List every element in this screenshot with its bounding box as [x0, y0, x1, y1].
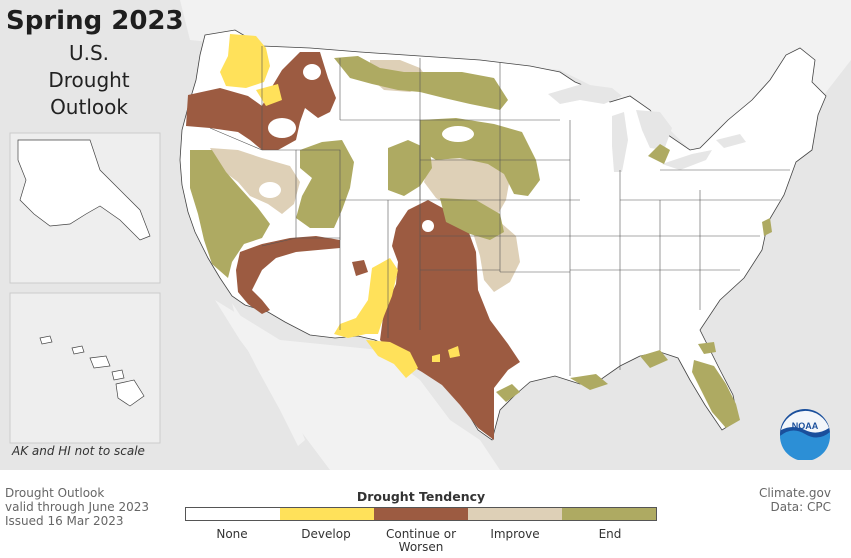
alaska-shape — [17, 139, 151, 241]
subtitle-line-2: Drought — [48, 68, 130, 92]
subtitle-line-3: Outlook — [50, 95, 128, 119]
footer-left-line-2: valid through June 2023 — [5, 500, 150, 514]
footer-right-line-2: Data: CPC — [770, 500, 831, 514]
canada-land — [180, 0, 851, 150]
legend-label-continue: Continue or Worsen — [385, 527, 457, 554]
lake-huron — [636, 110, 672, 150]
drought-continue-areas — [186, 52, 520, 440]
end-utah — [296, 140, 354, 228]
legend-label-end: End — [598, 527, 622, 541]
lake-michigan — [612, 112, 628, 172]
noaa-logo-text: NOAA — [792, 421, 819, 431]
no-drought-holes — [259, 64, 474, 232]
hawaii-islands — [39, 335, 145, 407]
lake-superior — [548, 84, 622, 104]
end-carolina — [698, 342, 716, 354]
drought-develop-areas — [220, 34, 460, 378]
legend-swatch-end — [562, 508, 656, 520]
map-panel: Spring 2023 U.S. Drought Outlook AK and … — [0, 0, 851, 470]
us-map — [9, 0, 851, 470]
develop-new-mexico — [334, 258, 398, 338]
footer: Drought Outlook valid through June 2023 … — [0, 470, 851, 558]
end-nevada — [190, 150, 270, 278]
baja-peninsula — [232, 303, 305, 446]
footer-right: Climate.gov Data: CPC — [759, 486, 831, 514]
map-subtitle: U.S. Drought Outlook — [40, 40, 138, 121]
footer-left-line-3: Issued 16 Mar 2023 — [5, 514, 124, 528]
mexico-land — [215, 300, 500, 470]
end-florida — [692, 360, 740, 428]
end-gulf — [640, 350, 668, 368]
noaa-logo-icon: NOAA — [780, 409, 830, 460]
hawaii-inset — [9, 292, 161, 444]
map-title: Spring 2023 — [6, 6, 184, 36]
continue-southern-plains — [380, 200, 520, 440]
legend-label-none: None — [216, 527, 248, 541]
improve-great-basin — [210, 148, 300, 214]
develop-west-texas — [366, 340, 418, 378]
subtitle-line-1: U.S. — [68, 41, 110, 65]
end-wyoming — [388, 140, 432, 196]
state-borders — [209, 46, 790, 376]
footer-right-line-1: Climate.gov — [758, 486, 831, 500]
develop-washington — [220, 34, 270, 88]
legend-title: Drought Tendency — [356, 489, 486, 504]
end-michigan — [648, 144, 670, 164]
end-texas-coast — [496, 384, 520, 402]
end-kansas — [440, 198, 504, 240]
end-virginia — [762, 218, 772, 236]
inset-scale-note: AK and HI not to scale — [12, 444, 145, 458]
lake-erie — [662, 150, 712, 170]
end-louisiana — [570, 374, 608, 390]
continue-new-mexico — [352, 260, 368, 276]
develop-texas-spot-2 — [432, 354, 440, 362]
legend-swatch-develop — [280, 508, 374, 520]
continue-northwest — [186, 52, 336, 150]
develop-idaho-strip — [256, 84, 282, 106]
legend-swatch-none — [186, 508, 280, 520]
legend-label-improve: Improve — [490, 527, 540, 541]
lake-ontario — [716, 134, 746, 148]
end-montana — [334, 56, 508, 110]
legend-swatch-improve — [468, 508, 562, 520]
legend-bar — [185, 507, 657, 521]
legend-swatch-continue — [374, 508, 468, 520]
legend-label-develop: Develop — [301, 527, 351, 541]
develop-texas-spot — [448, 346, 460, 358]
footer-left: Drought Outlook valid through June 2023 … — [5, 486, 149, 528]
continue-southwest-ca — [236, 236, 340, 314]
footer-left-line-1: Drought Outlook — [5, 486, 105, 500]
